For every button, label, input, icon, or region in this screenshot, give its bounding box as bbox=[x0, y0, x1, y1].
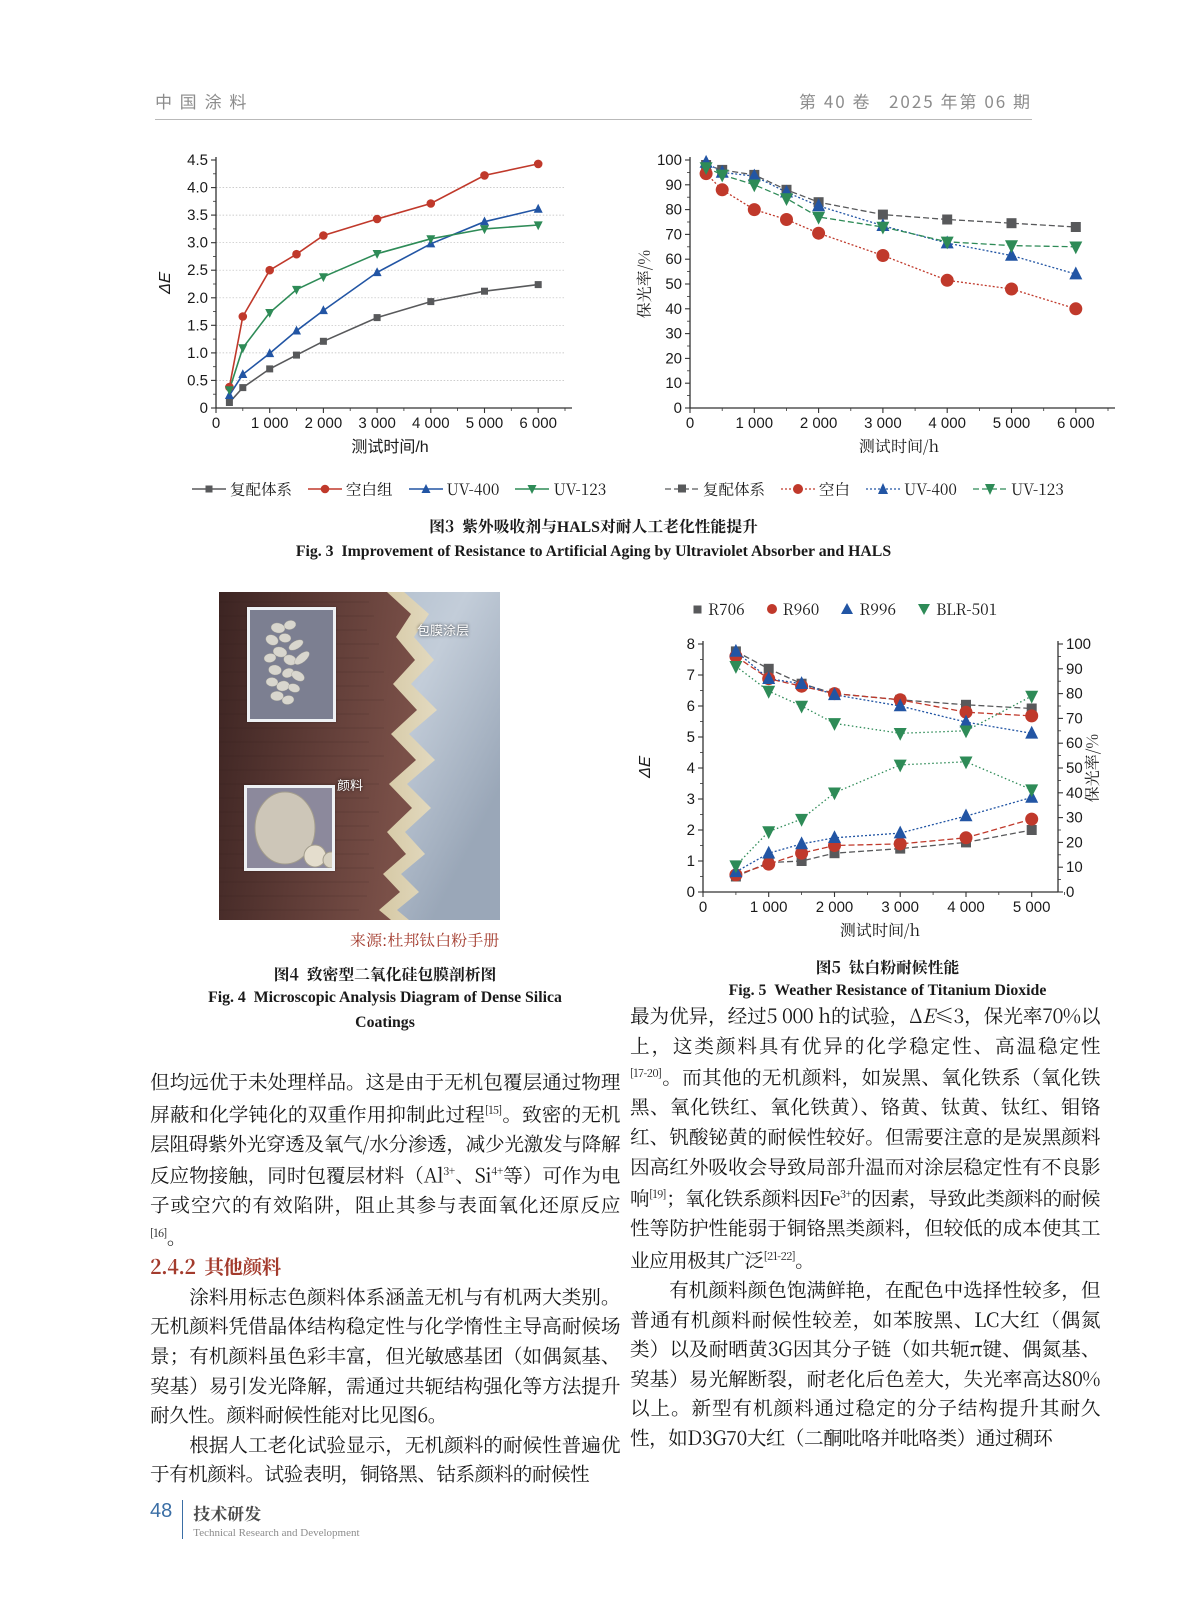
svg-text:6 000: 6 000 bbox=[1057, 415, 1095, 432]
svg-text:2 000: 2 000 bbox=[800, 415, 838, 432]
svg-text:测试时间/h: 测试时间/h bbox=[840, 918, 921, 941]
svg-text:4 000: 4 000 bbox=[947, 899, 985, 916]
svg-text:3.5: 3.5 bbox=[187, 207, 208, 224]
svg-text:100: 100 bbox=[657, 152, 682, 169]
svg-text:2.0: 2.0 bbox=[187, 290, 208, 307]
svg-text:5: 5 bbox=[687, 729, 695, 746]
svg-text:70: 70 bbox=[1066, 710, 1083, 727]
svg-text:6 000: 6 000 bbox=[519, 415, 557, 432]
svg-text:50: 50 bbox=[665, 276, 682, 293]
svg-text:0: 0 bbox=[686, 415, 694, 432]
svg-text:4: 4 bbox=[687, 760, 695, 777]
svg-text:6: 6 bbox=[687, 698, 695, 715]
svg-text:4 000: 4 000 bbox=[928, 415, 966, 432]
svg-text:20: 20 bbox=[665, 350, 682, 367]
svg-text:7: 7 bbox=[687, 667, 695, 684]
svg-text:40: 40 bbox=[665, 301, 682, 318]
svg-text:20: 20 bbox=[1066, 834, 1083, 851]
svg-text:70: 70 bbox=[665, 226, 682, 243]
svg-text:1: 1 bbox=[687, 853, 695, 870]
svg-text:3.0: 3.0 bbox=[187, 235, 208, 252]
svg-text:3 000: 3 000 bbox=[358, 415, 396, 432]
svg-text:10: 10 bbox=[665, 375, 682, 392]
svg-text:80: 80 bbox=[1066, 686, 1083, 703]
svg-text:8: 8 bbox=[687, 636, 695, 653]
svg-text:1.5: 1.5 bbox=[187, 317, 208, 334]
svg-text:5 000: 5 000 bbox=[466, 415, 504, 432]
svg-text:ΔE: ΔE bbox=[637, 755, 654, 779]
svg-text:80: 80 bbox=[665, 202, 682, 219]
svg-text:1 000: 1 000 bbox=[251, 415, 289, 432]
svg-text:4.5: 4.5 bbox=[187, 152, 208, 169]
svg-text:0: 0 bbox=[687, 884, 695, 901]
svg-text:90: 90 bbox=[665, 177, 682, 194]
svg-text:0: 0 bbox=[699, 899, 707, 916]
svg-text:1.0: 1.0 bbox=[187, 345, 208, 362]
svg-text:3: 3 bbox=[687, 791, 695, 808]
svg-text:1 000: 1 000 bbox=[736, 415, 774, 432]
svg-text:3 000: 3 000 bbox=[881, 899, 919, 916]
svg-text:2 000: 2 000 bbox=[816, 899, 854, 916]
svg-text:0.5: 0.5 bbox=[187, 372, 208, 389]
svg-text:0: 0 bbox=[200, 400, 208, 417]
svg-text:0: 0 bbox=[674, 400, 682, 417]
svg-text:5 000: 5 000 bbox=[993, 415, 1031, 432]
svg-text:10: 10 bbox=[1066, 859, 1083, 876]
svg-text:保光率/%: 保光率/% bbox=[632, 250, 655, 319]
svg-text:3 000: 3 000 bbox=[864, 415, 902, 432]
svg-text:100: 100 bbox=[1066, 636, 1091, 653]
svg-text:保光率/%: 保光率/% bbox=[1080, 734, 1103, 803]
svg-text:0: 0 bbox=[1066, 884, 1074, 901]
svg-text:60: 60 bbox=[665, 251, 682, 268]
svg-text:2: 2 bbox=[687, 822, 695, 839]
svg-text:4.0: 4.0 bbox=[187, 180, 208, 197]
svg-text:30: 30 bbox=[1066, 810, 1083, 827]
svg-text:2.5: 2.5 bbox=[187, 262, 208, 279]
svg-text:ΔE: ΔE bbox=[157, 271, 174, 295]
svg-text:测试时间/h: 测试时间/h bbox=[859, 434, 940, 457]
svg-text:1 000: 1 000 bbox=[750, 899, 788, 916]
svg-text:30: 30 bbox=[665, 326, 682, 343]
svg-text:90: 90 bbox=[1066, 661, 1083, 678]
svg-text:5 000: 5 000 bbox=[1013, 899, 1051, 916]
svg-text:0: 0 bbox=[212, 415, 220, 432]
svg-text:测试时间/h: 测试时间/h bbox=[351, 438, 428, 456]
svg-text:4 000: 4 000 bbox=[412, 415, 450, 432]
svg-text:2 000: 2 000 bbox=[305, 415, 343, 432]
